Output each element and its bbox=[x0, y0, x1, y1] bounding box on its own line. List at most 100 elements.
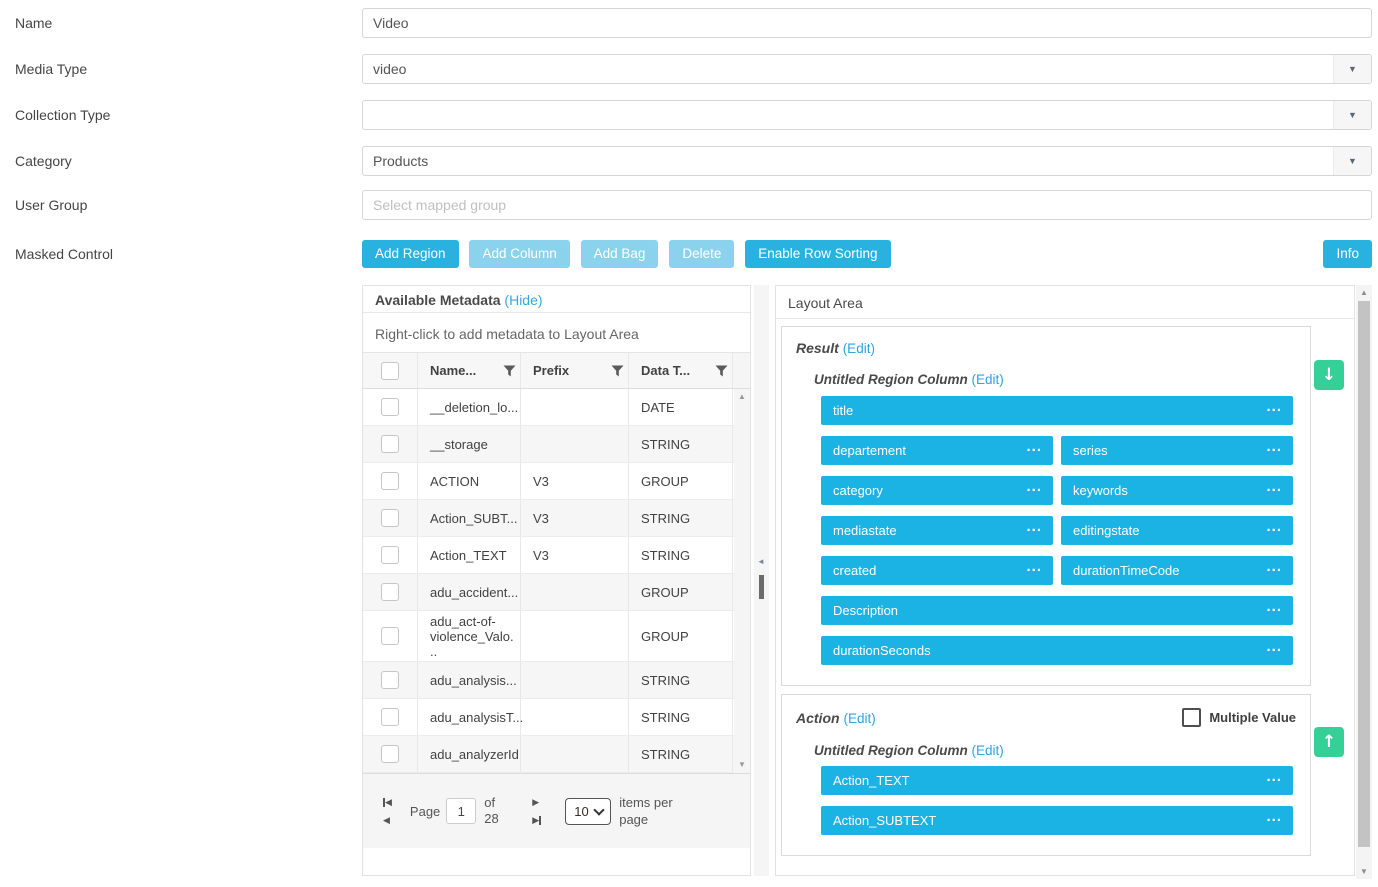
metadata-chip[interactable]: durationSeconds... bbox=[821, 636, 1293, 665]
row-checkbox[interactable] bbox=[381, 627, 399, 645]
chip-menu-icon[interactable]: ... bbox=[1266, 518, 1282, 535]
last-page-button[interactable]: ▶ bbox=[532, 815, 542, 825]
chip-menu-icon[interactable]: ... bbox=[1026, 518, 1042, 535]
metadata-chip[interactable]: created... bbox=[821, 556, 1053, 585]
category-dropdown[interactable]: Products ▼ bbox=[362, 146, 1372, 176]
region-action[interactable]: Action (Edit) Multiple Value Untitled Re… bbox=[781, 694, 1311, 856]
category-arrow[interactable]: ▼ bbox=[1333, 147, 1371, 175]
chevron-down-icon: ▼ bbox=[1348, 64, 1357, 74]
pager-prev-icon: ◀ bbox=[383, 814, 390, 825]
row-checkbox[interactable] bbox=[381, 435, 399, 453]
next-page-button[interactable]: ▶ bbox=[532, 797, 541, 807]
chip-menu-icon[interactable]: ... bbox=[1266, 598, 1282, 615]
table-row[interactable]: adu_act-of-violence_Valo... GROUP bbox=[363, 611, 750, 662]
page-size-select[interactable]: 10 bbox=[565, 797, 612, 825]
column-header-prefix[interactable]: Prefix bbox=[533, 363, 570, 378]
metadata-chip[interactable]: durationTimeCode... bbox=[1061, 556, 1293, 585]
hide-link[interactable]: (Hide) bbox=[504, 292, 543, 308]
chip-menu-icon[interactable]: ... bbox=[1266, 558, 1282, 575]
user-group-input[interactable] bbox=[362, 190, 1372, 220]
region-result[interactable]: Result (Edit) Untitled Region Column (Ed… bbox=[781, 326, 1311, 686]
column-edit-link[interactable]: (Edit) bbox=[971, 743, 1004, 758]
move-region-down-button[interactable]: ↓ bbox=[1314, 360, 1344, 390]
media-type-dropdown[interactable]: video ▼ bbox=[362, 54, 1372, 84]
region-edit-link[interactable]: (Edit) bbox=[842, 341, 875, 356]
row-checkbox[interactable] bbox=[381, 398, 399, 416]
row-checkbox[interactable] bbox=[381, 671, 399, 689]
chip-menu-icon[interactable]: ... bbox=[1026, 558, 1042, 575]
table-row[interactable]: adu_analysis... STRING bbox=[363, 662, 750, 699]
delete-button[interactable]: Delete bbox=[669, 240, 735, 268]
metadata-chip[interactable]: departement... bbox=[821, 436, 1053, 465]
media-type-label: Media Type bbox=[15, 61, 88, 77]
scroll-down-icon[interactable]: ▼ bbox=[738, 760, 746, 769]
filter-icon[interactable] bbox=[503, 365, 516, 377]
collection-type-arrow[interactable]: ▼ bbox=[1333, 101, 1371, 129]
chip-menu-icon[interactable]: ... bbox=[1026, 438, 1042, 455]
chip-menu-icon[interactable]: ... bbox=[1266, 808, 1282, 825]
table-row[interactable]: adu_analysisT... STRING bbox=[363, 699, 750, 736]
metadata-chip[interactable]: Action_TEXT... bbox=[821, 766, 1293, 795]
metadata-chip[interactable]: mediastate... bbox=[821, 516, 1053, 545]
layout-area-panel: Layout Area Result (Edit) Untitled Regio… bbox=[775, 285, 1355, 876]
collection-type-dropdown[interactable]: ▼ bbox=[362, 100, 1372, 130]
metadata-chip[interactable]: Description... bbox=[821, 596, 1293, 625]
table-row[interactable]: Action_TEXT V3 STRING bbox=[363, 537, 750, 574]
first-page-button[interactable]: ◀ bbox=[383, 797, 392, 807]
scroll-up-icon[interactable]: ▲ bbox=[738, 392, 746, 401]
row-checkbox[interactable] bbox=[381, 708, 399, 726]
table-row[interactable]: __deletion_lo... DATE bbox=[363, 389, 750, 426]
table-row[interactable]: Action_SUBT... V3 STRING bbox=[363, 500, 750, 537]
filter-icon[interactable] bbox=[611, 365, 624, 377]
table-scrollbar[interactable]: ▲ ▼ bbox=[734, 389, 750, 773]
region-name: Action bbox=[796, 709, 840, 726]
page-number-input[interactable] bbox=[446, 798, 477, 824]
chip-menu-icon[interactable]: ... bbox=[1266, 768, 1282, 785]
metadata-chip[interactable]: editingstate... bbox=[1061, 516, 1293, 545]
splitter-handle[interactable] bbox=[759, 575, 764, 599]
table-row[interactable]: ACTION V3 GROUP bbox=[363, 463, 750, 500]
move-region-up-button[interactable]: ↑ bbox=[1314, 727, 1344, 757]
multiple-value-checkbox[interactable] bbox=[1182, 708, 1202, 727]
add-bag-button[interactable]: Add Bag bbox=[580, 240, 659, 268]
metadata-chip[interactable]: title... bbox=[821, 396, 1293, 425]
metadata-chip[interactable]: keywords... bbox=[1061, 476, 1293, 505]
chip-menu-icon[interactable]: ... bbox=[1266, 398, 1282, 415]
scrollbar-thumb[interactable] bbox=[1358, 301, 1370, 847]
metadata-chip[interactable]: category... bbox=[821, 476, 1053, 505]
row-checkbox[interactable] bbox=[381, 745, 399, 763]
column-header-name[interactable]: Name... bbox=[430, 363, 477, 378]
table-row[interactable]: adu_analyzerId STRING bbox=[363, 736, 750, 773]
available-metadata-panel: Available Metadata (Hide) Right-click to… bbox=[362, 285, 751, 876]
filter-icon[interactable] bbox=[715, 365, 728, 377]
row-checkbox[interactable] bbox=[381, 583, 399, 601]
column-edit-link[interactable]: (Edit) bbox=[971, 372, 1004, 387]
enable-row-sorting-button[interactable]: Enable Row Sorting bbox=[745, 240, 891, 268]
chip-menu-icon[interactable]: ... bbox=[1266, 438, 1282, 455]
panel-splitter[interactable]: ◄ bbox=[754, 285, 769, 876]
chip-menu-icon[interactable]: ... bbox=[1266, 478, 1282, 495]
metadata-chip[interactable]: Action_SUBTEXT... bbox=[821, 806, 1293, 835]
row-checkbox[interactable] bbox=[381, 546, 399, 564]
media-type-arrow[interactable]: ▼ bbox=[1333, 55, 1371, 83]
row-checkbox[interactable] bbox=[381, 472, 399, 490]
metadata-chip[interactable]: series... bbox=[1061, 436, 1293, 465]
collapse-left-icon[interactable]: ◄ bbox=[757, 557, 765, 566]
total-pages: 28 bbox=[484, 811, 499, 826]
name-input[interactable] bbox=[362, 8, 1372, 38]
table-row[interactable]: adu_accident... GROUP bbox=[363, 574, 750, 611]
scroll-up-icon[interactable]: ▲ bbox=[1360, 288, 1368, 297]
select-all-checkbox[interactable] bbox=[381, 361, 399, 380]
add-region-button[interactable]: Add Region bbox=[362, 240, 459, 268]
previous-page-button[interactable]: ◀ bbox=[383, 815, 392, 825]
region-edit-link[interactable]: (Edit) bbox=[843, 710, 876, 726]
info-button[interactable]: Info bbox=[1323, 240, 1372, 268]
table-row[interactable]: __storage STRING bbox=[363, 426, 750, 463]
vertical-scrollbar[interactable]: ▲ ▼ bbox=[1356, 285, 1372, 879]
scroll-down-icon[interactable]: ▼ bbox=[1360, 867, 1368, 876]
chip-menu-icon[interactable]: ... bbox=[1266, 638, 1282, 655]
column-header-datatype[interactable]: Data T... bbox=[641, 363, 691, 378]
add-column-button[interactable]: Add Column bbox=[469, 240, 570, 268]
chip-menu-icon[interactable]: ... bbox=[1026, 478, 1042, 495]
row-checkbox[interactable] bbox=[381, 509, 399, 527]
